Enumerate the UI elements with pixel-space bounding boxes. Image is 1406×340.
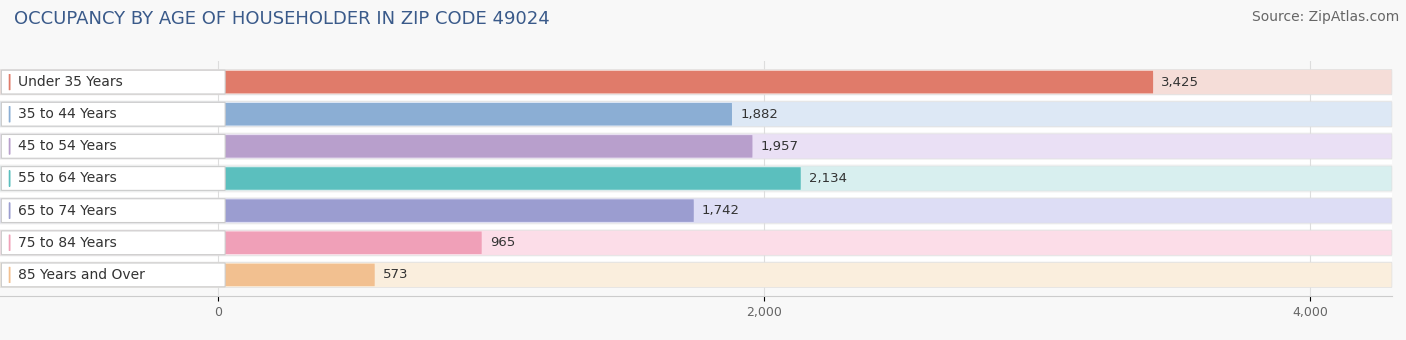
FancyBboxPatch shape <box>0 134 1392 159</box>
Text: 573: 573 <box>382 268 408 282</box>
Text: 65 to 74 Years: 65 to 74 Years <box>18 204 117 218</box>
FancyBboxPatch shape <box>1 263 225 287</box>
FancyBboxPatch shape <box>1 167 225 190</box>
FancyBboxPatch shape <box>218 135 752 158</box>
FancyBboxPatch shape <box>0 166 1392 191</box>
Text: 1,957: 1,957 <box>761 140 799 153</box>
FancyBboxPatch shape <box>218 264 375 286</box>
FancyBboxPatch shape <box>218 103 733 125</box>
FancyBboxPatch shape <box>218 167 801 190</box>
FancyBboxPatch shape <box>1 70 225 94</box>
Text: 1,882: 1,882 <box>740 108 778 121</box>
FancyBboxPatch shape <box>0 70 1392 95</box>
Text: Under 35 Years: Under 35 Years <box>18 75 122 89</box>
Text: OCCUPANCY BY AGE OF HOUSEHOLDER IN ZIP CODE 49024: OCCUPANCY BY AGE OF HOUSEHOLDER IN ZIP C… <box>14 10 550 28</box>
FancyBboxPatch shape <box>1 231 225 255</box>
Text: 55 to 64 Years: 55 to 64 Years <box>18 171 117 186</box>
FancyBboxPatch shape <box>1 199 225 222</box>
Text: 3,425: 3,425 <box>1161 75 1199 89</box>
Text: 1,742: 1,742 <box>702 204 740 217</box>
FancyBboxPatch shape <box>218 199 693 222</box>
Text: 965: 965 <box>489 236 515 249</box>
Text: 75 to 84 Years: 75 to 84 Years <box>18 236 117 250</box>
FancyBboxPatch shape <box>218 232 482 254</box>
FancyBboxPatch shape <box>218 71 1153 94</box>
FancyBboxPatch shape <box>0 262 1392 287</box>
FancyBboxPatch shape <box>0 198 1392 223</box>
FancyBboxPatch shape <box>1 135 225 158</box>
Text: 35 to 44 Years: 35 to 44 Years <box>18 107 117 121</box>
Text: 45 to 54 Years: 45 to 54 Years <box>18 139 117 153</box>
Text: 85 Years and Over: 85 Years and Over <box>18 268 145 282</box>
FancyBboxPatch shape <box>1 102 225 126</box>
FancyBboxPatch shape <box>0 102 1392 127</box>
FancyBboxPatch shape <box>0 230 1392 255</box>
Text: Source: ZipAtlas.com: Source: ZipAtlas.com <box>1251 10 1399 24</box>
Text: 2,134: 2,134 <box>808 172 846 185</box>
